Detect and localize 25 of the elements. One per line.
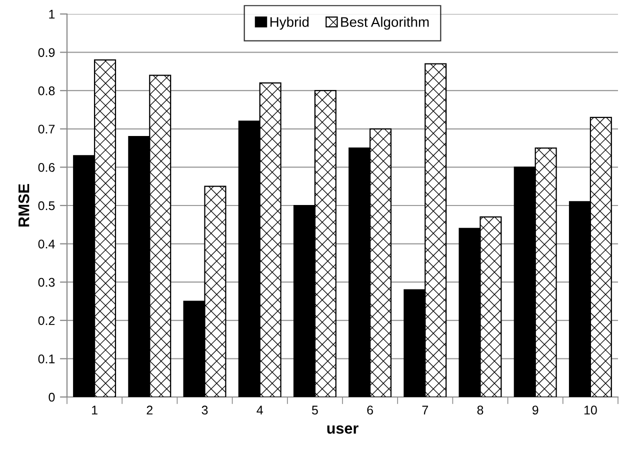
x-tick-label: 2 (146, 406, 152, 414)
y-tick-label: 0.8 (38, 86, 55, 96)
x-tick-label: 9 (532, 406, 538, 415)
y-tick-label: 0.5 (38, 201, 55, 210)
y-tick-label: 0.6 (38, 163, 55, 172)
x-tick-label: 4 (256, 406, 263, 414)
y-tick-label: 0.9 (38, 48, 55, 57)
y-tick-label: 0.7 (38, 124, 55, 134)
x-tick-label: 6 (367, 406, 373, 415)
x-tick-label: 1 (92, 406, 98, 414)
y-tick-label: 0.3 (38, 278, 55, 287)
legend-label: Hybrid (270, 16, 309, 30)
y-tick-label: 0.2 (38, 316, 55, 326)
x-axis-title: user (327, 425, 358, 434)
y-axis-title: RMSE (18, 184, 30, 227)
y-tick-label: 0 (48, 392, 55, 402)
y-tick-label: 0.4 (38, 240, 55, 248)
y-tick-label: 1 (49, 10, 55, 19)
y-tick-label: 0.1 (38, 354, 55, 364)
x-tick-label: 7 (422, 406, 428, 414)
x-tick-label: 10 (584, 406, 597, 415)
x-tick-label: 5 (312, 406, 318, 415)
x-tick-label: 3 (202, 406, 208, 415)
x-tick-label: 8 (477, 406, 484, 415)
legend-label: Best Algorithm (341, 16, 429, 30)
